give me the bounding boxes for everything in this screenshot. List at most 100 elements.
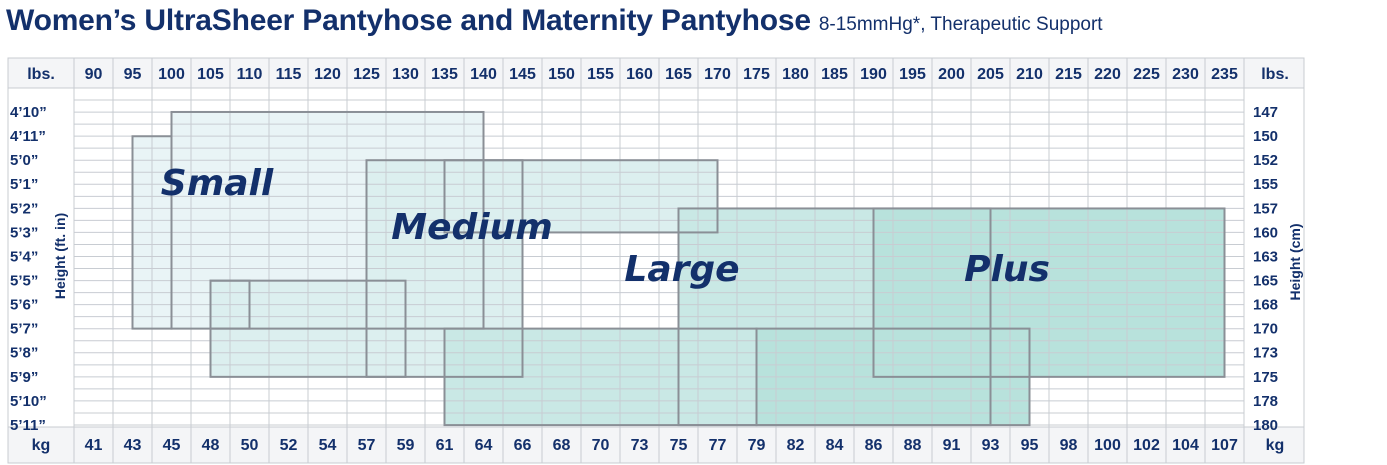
kg-tick: 64 xyxy=(475,437,493,454)
height-cm-tick: 178 xyxy=(1253,393,1278,410)
lbs-tick: 130 xyxy=(392,66,419,83)
lbs-label-right: lbs. xyxy=(1261,66,1289,83)
kg-tick: 54 xyxy=(319,437,337,454)
lbs-tick: 95 xyxy=(124,66,142,83)
kg-tick: 79 xyxy=(748,437,766,454)
height-ft-tick: 5’10” xyxy=(10,393,47,410)
kg-tick: 82 xyxy=(787,437,805,454)
kg-tick: 45 xyxy=(163,437,181,454)
lbs-tick: 155 xyxy=(587,66,614,83)
kg-tick: 68 xyxy=(553,437,571,454)
lbs-tick: 180 xyxy=(782,66,809,83)
chart-title: Women’s UltraSheer Pantyhose and Materni… xyxy=(6,4,1103,44)
kg-tick: 73 xyxy=(631,437,649,454)
height-cm-tick: 160 xyxy=(1253,224,1278,241)
height-ft-tick: 5’9” xyxy=(10,369,38,386)
height-cm-tick: 170 xyxy=(1253,321,1278,338)
lbs-tick: 210 xyxy=(1016,66,1043,83)
kg-tick: 104 xyxy=(1172,437,1199,454)
lbs-tick: 120 xyxy=(314,66,341,83)
right-axis-label: Height (cm) xyxy=(1287,224,1303,301)
height-ft-tick: 5’4” xyxy=(10,248,38,265)
lbs-tick: 205 xyxy=(977,66,1004,83)
height-ft-tick: 5’0” xyxy=(10,152,38,169)
chart-title-main: Women’s UltraSheer Pantyhose and Materni… xyxy=(6,4,811,37)
lbs-tick: 110 xyxy=(237,66,263,83)
lbs-tick: 230 xyxy=(1172,66,1199,83)
height-ft-tick: 5’7” xyxy=(10,321,38,338)
height-ft-tick: 5’5” xyxy=(10,272,38,289)
kg-tick: 95 xyxy=(1021,437,1039,454)
height-cm-tick: 150 xyxy=(1253,128,1278,145)
lbs-tick: 105 xyxy=(197,66,224,83)
size-region-outline-small xyxy=(170,110,485,330)
kg-tick: 41 xyxy=(85,437,103,454)
height-cm-tick: 168 xyxy=(1253,297,1278,314)
kg-tick: 86 xyxy=(865,437,883,454)
height-ft-tick: 4’10” xyxy=(10,104,47,121)
size-region-outline-plus xyxy=(872,207,1226,378)
kg-tick: 48 xyxy=(202,437,220,454)
kg-tick: 43 xyxy=(124,437,142,454)
lbs-tick: 220 xyxy=(1094,66,1121,83)
height-ft-tick: 5’6” xyxy=(10,297,38,314)
lbs-tick: 90 xyxy=(85,66,103,83)
height-cm-tick: 147 xyxy=(1253,104,1278,121)
size-region-outline-medium xyxy=(443,159,719,234)
kg-tick: 98 xyxy=(1060,437,1078,454)
lbs-tick: 175 xyxy=(743,66,770,83)
height-ft-tick: 4’11” xyxy=(10,128,46,145)
lbs-tick: 185 xyxy=(821,66,848,83)
kg-tick: 91 xyxy=(943,437,961,454)
height-ft-tick: 5’3” xyxy=(10,224,38,241)
height-cm-tick: 175 xyxy=(1253,369,1278,386)
lbs-tick: 135 xyxy=(431,66,458,83)
height-cm-tick: 155 xyxy=(1253,176,1278,193)
size-label-plus: Plus xyxy=(964,249,1050,290)
kg-tick: 66 xyxy=(514,437,532,454)
lbs-tick: 100 xyxy=(158,66,185,83)
size-label-medium: Medium xyxy=(391,207,553,248)
kg-tick: 102 xyxy=(1133,437,1160,454)
kg-tick: 88 xyxy=(904,437,922,454)
kg-tick: 93 xyxy=(982,437,1000,454)
lbs-tick: 225 xyxy=(1133,66,1160,83)
lbs-tick: 170 xyxy=(704,66,731,83)
height-cm-tick: 180 xyxy=(1253,417,1278,434)
size-label-small: Small xyxy=(161,163,274,204)
kg-tick: 70 xyxy=(592,437,610,454)
height-cm-tick: 165 xyxy=(1253,272,1278,289)
lbs-tick: 145 xyxy=(509,66,536,83)
kg-tick: 59 xyxy=(397,437,415,454)
height-ft-tick: 5’2” xyxy=(10,200,38,217)
kg-tick: 75 xyxy=(670,437,688,454)
kg-tick: 57 xyxy=(358,437,376,454)
lbs-tick: 235 xyxy=(1211,66,1238,83)
lbs-tick: 140 xyxy=(470,66,497,83)
chart-title-sub: 8-15mmHg*, Therapeutic Support xyxy=(818,14,1103,35)
size-label-large: Large xyxy=(624,249,739,290)
kg-tick: 61 xyxy=(436,437,454,454)
lbs-tick: 150 xyxy=(548,66,575,83)
kg-tick: 107 xyxy=(1211,437,1238,454)
lbs-tick: 160 xyxy=(626,66,653,83)
lbs-tick: 125 xyxy=(353,66,380,83)
height-ft-tick: 5’8” xyxy=(10,345,38,362)
lbs-tick: 115 xyxy=(276,66,302,83)
lbs-tick: 200 xyxy=(938,66,965,83)
size-region-outline-medium xyxy=(209,279,407,378)
kg-tick: 100 xyxy=(1094,437,1121,454)
height-cm-tick: 173 xyxy=(1253,345,1278,362)
height-cm-tick: 152 xyxy=(1253,152,1278,169)
height-ft-tick: 5’11” xyxy=(10,417,46,434)
height-cm-tick: 163 xyxy=(1253,248,1278,265)
lbs-tick: 215 xyxy=(1055,66,1082,83)
kg-tick: 50 xyxy=(241,437,259,454)
lbs-tick: 195 xyxy=(899,66,926,83)
left-axis-label: Height (ft. in) xyxy=(52,213,68,299)
kg-label-right: kg xyxy=(1266,437,1285,454)
lbs-label-left: lbs. xyxy=(27,66,55,83)
lbs-tick: 190 xyxy=(860,66,887,83)
lbs-tick: 165 xyxy=(665,66,692,83)
